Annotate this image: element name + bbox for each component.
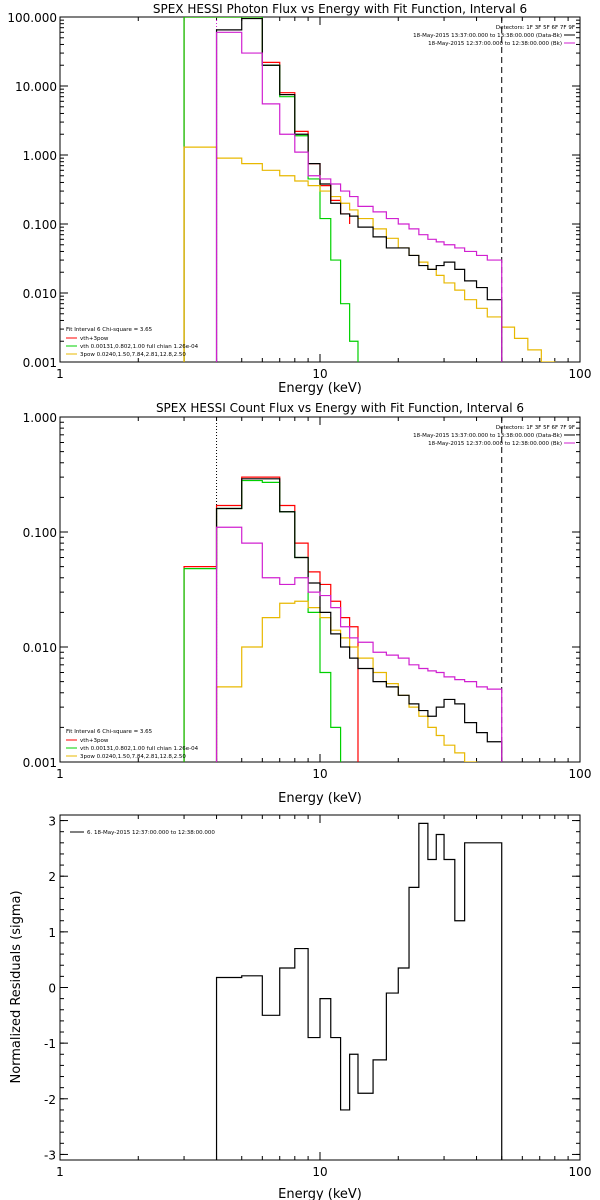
panel-title: SPEX HESSI Photon Flux vs Energy with Fi… — [153, 2, 527, 16]
series-line-2 — [183, 146, 556, 362]
photon-flux-panel: SPEX HESSI Photon Flux vs Energy with Fi… — [7, 2, 591, 396]
x-axis-label: Energy (keV) — [278, 1187, 362, 1200]
x-axis-label: Energy (keV) — [278, 381, 362, 396]
legend-entry-bk: 18-May-2015 12:37:00.000 to 12:38:00.000… — [428, 41, 562, 47]
y-tick-label: 1.000 — [23, 411, 57, 425]
panel-title: SPEX HESSI Count Flux vs Energy with Fit… — [156, 401, 524, 415]
series-line-0 — [183, 476, 359, 762]
series-line-3 — [215, 17, 503, 362]
legend-fit-info: Fit Interval 6 Chi-square = 3.65 — [66, 729, 153, 735]
y-tick-label: 0.100 — [23, 526, 57, 540]
series-line-4 — [215, 31, 503, 362]
series-group — [183, 476, 503, 762]
y-tick-label: 0.001 — [23, 356, 57, 370]
y-tick-label: -3 — [44, 1148, 56, 1162]
y-tick-label: 0.100 — [23, 218, 57, 232]
legend-entry-data: 18-May-2015 13:37:00.000 to 13:38:00.000… — [413, 33, 562, 39]
legend-entry-vth: vth 0.00131,0.802,1.00 full chian 1.26e-… — [80, 344, 199, 350]
legend-bottom: Fit Interval 6 Chi-square = 3.65 vth+3po… — [66, 327, 199, 358]
legend-top: Detectors: 1F 3F 5F 6F 7F 9F 18-May-2015… — [413, 25, 575, 47]
x-tick-label: 1 — [56, 767, 64, 781]
x-tick-label: 100 — [569, 367, 592, 381]
x-tick-label: 10 — [312, 767, 327, 781]
y-tick-label: -2 — [44, 1093, 56, 1107]
series-line-3 — [215, 478, 503, 762]
series-line-0 — [215, 822, 503, 1160]
x-tick-label: 10 — [312, 367, 327, 381]
residuals-panel: Energy (keV) Normalized Residuals (sigma… — [9, 814, 592, 1200]
series-line-4 — [215, 526, 503, 762]
y-axis-label: Normalized Residuals (sigma) — [9, 890, 24, 1083]
series-line-2 — [215, 600, 478, 762]
y-tick-label: 1.000 — [23, 149, 57, 163]
y-tick-label: -1 — [44, 1037, 56, 1051]
y-tick-label: 0.001 — [23, 756, 57, 770]
y-tick-label: 10.000 — [15, 80, 57, 94]
legend-fit-info: Fit Interval 6 Chi-square = 3.65 — [66, 327, 153, 333]
legend-entry-vth: vth 0.00131,0.802,1.00 full chian 1.26e-… — [80, 746, 199, 752]
legend-entry-3pow: 3pow 0.0240,1.50,7.84,2.81,12.8,2.50 — [80, 754, 186, 760]
count-flux-panel: SPEX HESSI Count Flux vs Energy with Fit… — [23, 401, 592, 806]
y-tick-label: 1 — [48, 926, 56, 940]
y-tick-label: 0 — [48, 982, 56, 996]
x-tick-label: 100 — [569, 767, 592, 781]
y-tick-label: 0.010 — [23, 641, 57, 655]
series-group — [183, 17, 556, 362]
y-tick-label: 0.010 — [23, 287, 57, 301]
series-line-0 — [183, 17, 351, 362]
legend-top: Detectors: 1F 3F 5F 6F 7F 9F 18-May-2015… — [413, 425, 575, 447]
x-axis-label: Energy (keV) — [278, 791, 362, 806]
y-tick-label: 3 — [48, 815, 56, 829]
legend-entry-3pow: 3pow 0.0240,1.50,7.84,2.81,12.8,2.50 — [80, 352, 186, 358]
x-tick-label: 10 — [312, 1165, 327, 1179]
x-tick-label: 100 — [569, 1165, 592, 1179]
x-tick-label: 1 — [56, 367, 64, 381]
legend-entry-vth3pow: vth+3pow — [80, 336, 109, 342]
series-group — [215, 822, 503, 1160]
legend-detectors: Detectors: 1F 3F 5F 6F 7F 9F — [496, 425, 575, 431]
y-tick-label: 100.000 — [7, 11, 57, 25]
legend-entry-data: 18-May-2015 13:37:00.000 to 13:38:00.000… — [413, 433, 562, 439]
legend-bottom: Fit Interval 6 Chi-square = 3.65 vth+3po… — [66, 729, 199, 760]
x-tick-label: 1 — [56, 1165, 64, 1179]
legend-entry: 6. 18-May-2015 12:37:00.000 to 12:38:00.… — [87, 830, 215, 836]
legend: 6. 18-May-2015 12:37:00.000 to 12:38:00.… — [70, 830, 215, 836]
legend-entry-vth3pow: vth+3pow — [80, 738, 109, 744]
legend-entry-bk: 18-May-2015 12:37:00.000 to 12:38:00.000… — [428, 441, 562, 447]
legend-detectors: Detectors: 1F 3F 5F 6F 7F 9F — [496, 25, 575, 31]
y-tick-label: 2 — [48, 870, 56, 884]
